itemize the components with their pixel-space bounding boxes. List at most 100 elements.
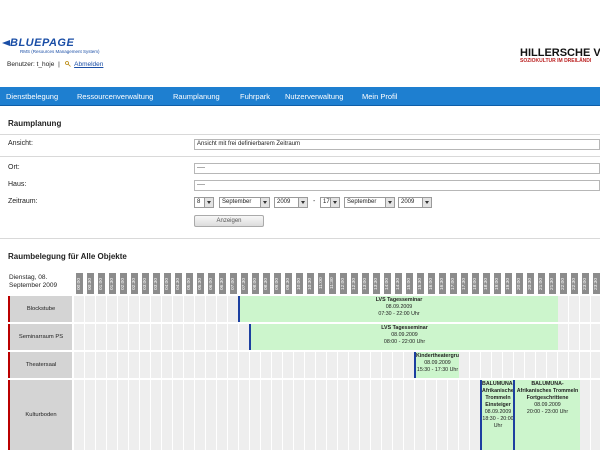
slot-divider: [315, 352, 316, 378]
slot-divider: [172, 352, 173, 378]
slot-divider: [84, 324, 85, 350]
nav-item-nutzerverwaltung[interactable]: Nutzerverwaltung: [285, 92, 344, 101]
event-time: 07:30 - 22:00 Uhr: [378, 311, 420, 317]
time-slot-label: 10:00: [296, 273, 303, 294]
chevron-down-icon: [260, 198, 269, 207]
slot-divider: [161, 324, 162, 350]
slot-divider: [172, 296, 173, 322]
nav-item-raumplanung[interactable]: Raumplanung: [173, 92, 220, 101]
booking-event[interactable]: BALUMUNA- Afrikanisches Trommeln Fortges…: [515, 380, 580, 450]
show-button[interactable]: Anzeigen: [194, 215, 264, 227]
slot-divider: [84, 380, 85, 450]
zeitraum-label: Zeitraum:: [8, 198, 38, 205]
event-date: 08.09.2009: [534, 402, 561, 408]
event-start-marker: [480, 380, 482, 450]
booking-event[interactable]: LVS Tagesseminar 08.09.2009 07:30 - 22:00 …: [240, 296, 558, 322]
slot-divider: [227, 296, 228, 322]
ansicht-select[interactable]: Ansicht mit frei definierbarem Zeitraum: [194, 139, 600, 150]
event-title: LVS Tagesseminar: [381, 325, 428, 331]
slot-divider: [161, 380, 162, 450]
logout-link[interactable]: Abmelden: [74, 61, 104, 68]
time-slot-label: 05:30: [197, 273, 204, 294]
to-month-select[interactable]: September: [344, 197, 395, 208]
from-day-select[interactable]: 8: [194, 197, 214, 208]
from-day-value: 8: [197, 199, 201, 205]
haus-select[interactable]: ----: [194, 180, 600, 191]
from-year-select[interactable]: 2009: [274, 197, 308, 208]
chevron-down-icon: [298, 198, 307, 207]
time-slot-label: 00:00: [76, 273, 83, 294]
booking-event[interactable]: LVS Tagesseminar 08.09.2009 08:00 - 22:00 …: [251, 324, 558, 350]
bluepage-logo[interactable]: BLUEPAGE RMS (Resources Management Syste…: [2, 37, 102, 59]
chevron-down-icon: [385, 198, 394, 207]
divider: [0, 238, 600, 239]
logo-swoosh-icon: [2, 40, 10, 46]
slot-divider: [183, 296, 184, 322]
slot-divider: [172, 380, 173, 450]
nav-item-mein-profil[interactable]: Mein Profil: [362, 92, 398, 101]
time-slot-label: 00:30: [87, 273, 94, 294]
from-year-value: 2009: [277, 199, 291, 205]
slot-divider: [557, 352, 558, 378]
slot-divider: [172, 324, 173, 350]
slot-divider: [106, 324, 107, 350]
ort-select[interactable]: ----: [194, 163, 600, 174]
nav-item-ressourcenverwaltung[interactable]: Ressourcenverwaltung: [77, 92, 154, 101]
schedule-title: Raumbelegung für Alle Objekte: [8, 252, 127, 261]
room-label[interactable]: Blockstube: [8, 296, 72, 322]
slot-divider: [106, 380, 107, 450]
slot-divider: [161, 352, 162, 378]
nav-item-fuhrpark[interactable]: Fuhrpark: [240, 92, 271, 101]
nav-item-dienstbelegung[interactable]: Dienstbelegung: [6, 92, 59, 101]
slot-divider: [326, 352, 327, 378]
room-label[interactable]: Seminarraum PS: [8, 324, 72, 350]
current-user: Benutzer: t_hoje: [7, 61, 55, 68]
slot-divider: [271, 380, 272, 450]
slot-divider: [227, 380, 228, 450]
slot-divider: [579, 296, 580, 322]
slot-divider: [249, 380, 250, 450]
slot-divider: [150, 380, 151, 450]
slot-divider: [337, 352, 338, 378]
slot-divider: [271, 352, 272, 378]
slot-divider: [117, 352, 118, 378]
slot-divider: [128, 352, 129, 378]
room-label[interactable]: Kulturboden: [8, 380, 72, 450]
main-nav: Dienstbelegung Ressourcenverwaltung Raum…: [0, 87, 600, 106]
to-month-value: September: [347, 199, 377, 205]
slot-divider: [381, 380, 382, 450]
event-title: Kindertheatergruppe: [416, 353, 459, 359]
slot-divider: [128, 380, 129, 450]
time-slot-label: 03:30: [153, 273, 160, 294]
time-slot-label: 16:00: [428, 273, 435, 294]
slot-divider: [315, 380, 316, 450]
slot-divider: [150, 324, 151, 350]
slot-divider: [183, 352, 184, 378]
time-slot-label: 06:00: [208, 273, 215, 294]
time-slot-label: 07:00: [230, 273, 237, 294]
slot-divider: [216, 380, 217, 450]
slot-divider: [227, 352, 228, 378]
to-year-select[interactable]: 2009: [398, 197, 432, 208]
slot-divider: [458, 380, 459, 450]
to-day-select[interactable]: 17: [320, 197, 340, 208]
time-slot-label: 01:30: [109, 273, 116, 294]
from-month-select[interactable]: September: [219, 197, 270, 208]
slot-divider: [216, 324, 217, 350]
event-date: 08.09.2009: [385, 304, 413, 310]
time-slot-label: 21:00: [538, 273, 545, 294]
time-slot-label: 05:00: [186, 273, 193, 294]
slot-divider: [359, 380, 360, 450]
from-month-value: September: [222, 199, 252, 205]
slot-divider: [183, 324, 184, 350]
time-slot-label: 14:30: [395, 273, 402, 294]
booking-event[interactable]: BALUMUNA- Afrikanisches Trommeln Einstei…: [482, 380, 514, 450]
time-slot-label: 15:30: [417, 273, 424, 294]
slot-divider: [205, 324, 206, 350]
app-header: BLUEPAGE RMS (Resources Management Syste…: [0, 0, 600, 86]
event-time: 15:30 - 17:30 Uhr: [416, 367, 459, 373]
time-slot-label: 20:00: [516, 273, 523, 294]
room-label[interactable]: Theatersaal: [8, 352, 72, 378]
time-slot-label: 23:00: [582, 273, 589, 294]
